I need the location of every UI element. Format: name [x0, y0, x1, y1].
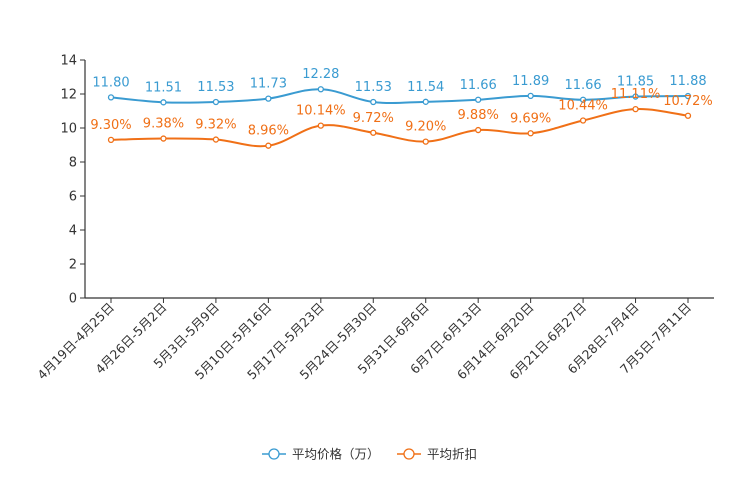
data-point[interactable]: [265, 142, 272, 149]
data-label: 11.80: [92, 75, 129, 90]
series-line-0: [110, 88, 689, 105]
data-point[interactable]: [527, 92, 534, 100]
y-tick-label: 4: [69, 224, 77, 239]
legend-item-1[interactable]: 平均折扣: [397, 447, 477, 462]
data-label: 10.44%: [558, 99, 608, 114]
data-point[interactable]: [370, 129, 377, 136]
y-tick-label: 6: [69, 190, 77, 205]
y-tick-label: 14: [60, 54, 77, 69]
y-tick-label: 0: [69, 292, 77, 307]
legend-marker-icon: [268, 448, 280, 460]
legend-marker-icon: [403, 448, 415, 460]
data-point[interactable]: [370, 98, 377, 106]
data-point[interactable]: [684, 112, 692, 119]
chart-legend[interactable]: 平均价格（万） 平均折扣: [262, 447, 477, 462]
data-label: 11.89: [512, 74, 549, 89]
data-label: 11.85: [617, 75, 654, 90]
series-1: 9.30% 9.38% 9.32% 8.96% 10.14% 9.72% 9.20% 9.88…: [90, 87, 713, 149]
data-point[interactable]: [422, 138, 429, 145]
data-point[interactable]: [632, 105, 639, 113]
data-point[interactable]: [160, 135, 167, 142]
data-point[interactable]: [317, 122, 324, 129]
data-label: 11.66: [564, 78, 601, 93]
data-label: 10.72%: [663, 94, 713, 109]
data-point[interactable]: [579, 117, 587, 124]
data-label: 11.66: [460, 78, 497, 93]
data-label: 11.51: [145, 80, 182, 95]
data-label: 11.53: [355, 80, 392, 95]
series-line-1: [110, 108, 689, 148]
data-point[interactable]: [212, 136, 220, 143]
data-label: 12.28: [302, 67, 339, 82]
data-label: 9.88%: [458, 108, 499, 123]
data-point[interactable]: [475, 96, 482, 103]
data-point[interactable]: [632, 93, 639, 100]
data-point[interactable]: [317, 86, 324, 93]
data-label: 9.72%: [353, 111, 394, 126]
data-label: 9.20%: [405, 120, 446, 135]
data-label: 11.53: [197, 80, 234, 95]
data-point[interactable]: [684, 92, 692, 100]
y-tick-label: 12: [60, 88, 77, 103]
data-label: 11.88: [669, 74, 706, 89]
data-point[interactable]: [475, 126, 482, 134]
data-point[interactable]: [527, 130, 534, 137]
data-label: 8.96%: [248, 124, 289, 139]
data-label: 10.14%: [296, 104, 346, 119]
legend-label: 平均价格（万）: [292, 447, 380, 462]
y-tick-label: 10: [60, 122, 77, 137]
legend-label: 平均折扣: [427, 447, 477, 462]
data-point[interactable]: [212, 98, 220, 106]
data-label: 9.38%: [143, 117, 184, 132]
data-label: 9.30%: [90, 118, 131, 133]
data-label: 11.73: [250, 77, 287, 92]
legend-item-0[interactable]: 平均价格（万）: [262, 447, 380, 462]
chart-series: 11.80 11.51 11.53 11.73 12.28 11.53 11.54 11.66…: [90, 67, 713, 149]
data-point[interactable]: [422, 98, 429, 105]
data-point[interactable]: [107, 136, 115, 144]
y-tick-label: 2: [69, 258, 77, 273]
data-label: 11.11%: [611, 87, 661, 102]
series-0: 11.80 11.51 11.53 11.73 12.28 11.53 11.54 11.66…: [92, 67, 707, 106]
data-label: 9.69%: [510, 111, 551, 126]
data-label: 11.54: [407, 80, 444, 95]
y-tick-label: 8: [69, 156, 77, 171]
data-point[interactable]: [265, 95, 272, 102]
data-point[interactable]: [160, 99, 167, 106]
data-point[interactable]: [579, 96, 587, 103]
data-label: 9.32%: [195, 118, 236, 133]
data-point[interactable]: [107, 94, 115, 101]
